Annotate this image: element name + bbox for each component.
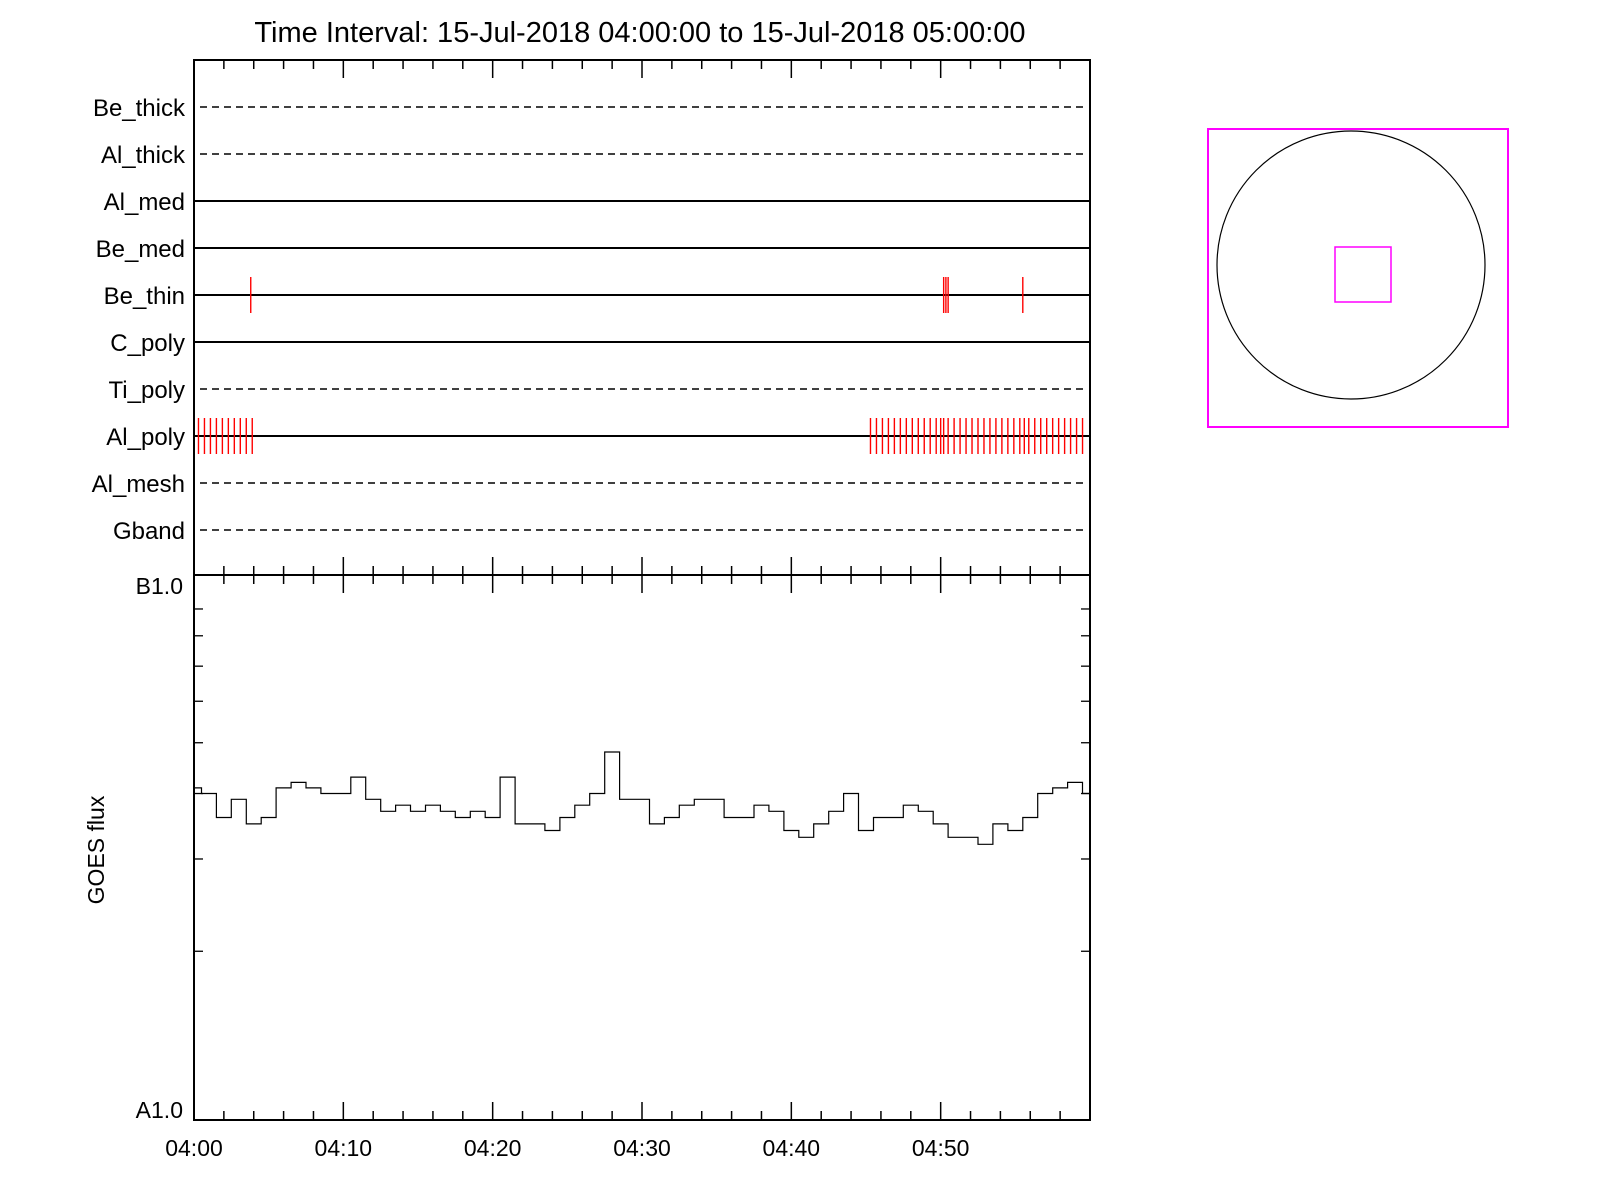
fov-outer-box [1207,128,1509,428]
flux-ticks [193,575,1091,1120]
row-label: Be_thick [93,95,186,122]
fov-pointing-box [1334,246,1392,303]
y-tick-label: B1.0 [136,573,183,599]
x-tick-label: 04:20 [464,1135,522,1161]
row-label: Be_med [96,236,185,263]
row-label: C_poly [110,330,185,357]
filter-timeline-panel: Be_thick Al_thick Al_med Be_med Be_thin C_pol… [92,59,1091,576]
timeline-ticks [193,60,1091,575]
y-tick-label: A1.0 [136,1097,183,1123]
row-label: Al_mesh [92,471,185,498]
goes-flux-panel: 04:00 04:10 04:20 04:30 04:40 04:50 B1.0A1.0 … [83,573,1091,1161]
x-tick-label: 04:30 [613,1135,671,1161]
row-label: Al_thick [101,142,186,169]
solar-disk [1216,130,1486,400]
x-tick-label: 04:10 [315,1135,373,1161]
row-label: Al_med [104,189,185,216]
x-tick-label: 04:00 [165,1135,223,1161]
row-label: Ti_poly [109,377,185,404]
row-label: Be_thin [104,283,185,310]
chart-title: Time Interval: 15-Jul-2018 04:00:00 to 1… [254,17,1025,49]
x-tick-label: 04:40 [763,1135,821,1161]
field-of-view-inset [1207,128,1509,428]
y-tick-labels: B1.0 A1.0 [136,573,183,1123]
timeline-rows: Be_thick Al_thick Al_med Be_med Be_thin C_pol… [92,95,1090,545]
timeline-frame [193,59,1091,576]
row-label: Al_poly [106,424,185,451]
goes-flux-line [194,751,1090,845]
x-tick-labels: 04:00 04:10 04:20 04:30 04:40 04:50 [165,1135,969,1161]
x-tick-label: 04:50 [912,1135,970,1161]
flux-frame [193,574,1091,1121]
row-label: Gband [113,518,185,545]
y-axis-label: GOES flux [83,795,109,904]
